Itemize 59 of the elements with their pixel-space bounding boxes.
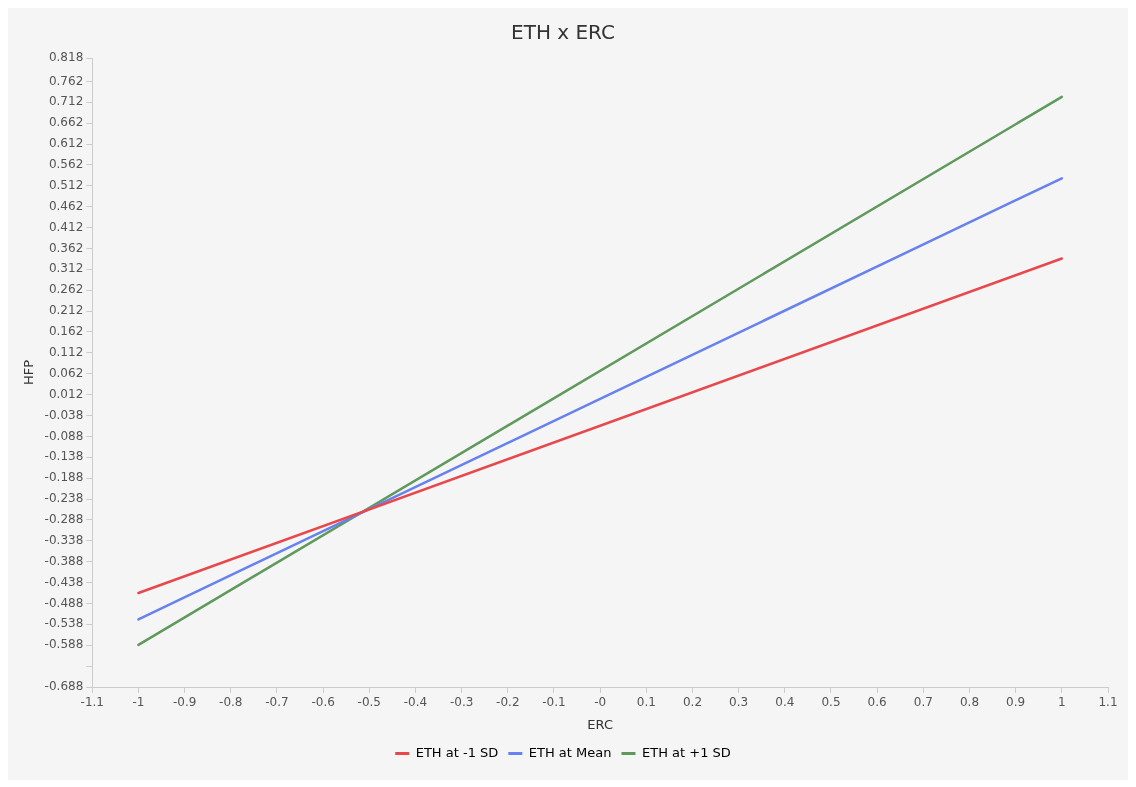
y-tick-label: -0.138 [44,449,84,464]
x-tick-label: 0.9 [1006,695,1026,710]
y-tick-label: -0.388 [44,553,84,568]
x-tick-label: 0.6 [867,695,887,710]
y-tick-label: -0.288 [44,512,84,527]
y-tick-label: -0.088 [44,428,84,443]
y-tick-label: 0.818 [48,50,84,65]
y-tick-label: 0.212 [48,303,84,318]
y-tick-label: 0.362 [48,240,84,255]
y-tick-label: -0.188 [44,470,84,485]
x-tick-label: -0.7 [265,695,289,710]
x-tick-label: -1.1 [80,695,104,710]
x-tick-label: 0.1 [636,695,656,710]
y-tick-label: 0.462 [48,198,84,213]
y-tick-label: -0.238 [44,491,84,506]
y-tick-label: 0.662 [48,115,84,130]
y-tick-label: -0.438 [44,574,84,589]
y-tick-label: 0.412 [48,219,84,234]
y-tick-label: 0.162 [48,324,84,339]
x-tick-label: -0.5 [357,695,382,710]
y-tick-label: -0.588 [44,637,84,652]
x-tick-label: 0.4 [775,695,795,710]
chart-title: ETH x ERC [511,20,615,45]
y-tick-label: 0.762 [48,73,84,88]
y-tick-label: -0.338 [44,532,84,547]
x-tick-label: -0.4 [403,695,428,710]
x-tick-label: -1 [132,695,145,710]
x-tick-label: -0 [594,695,607,710]
legend-label: ETH at +1 SD [641,744,731,760]
y-axis-title: HFP [21,359,37,386]
y-tick-label: 0.712 [48,94,84,109]
y-tick-label: 0.112 [48,344,84,359]
x-tick-label: 0.8 [959,695,980,710]
x-tick-label: -0.2 [496,695,520,710]
y-tick-label: 0.012 [48,386,84,401]
x-tick-label: 0.5 [821,695,841,710]
x-tick-label: -0.9 [172,695,197,710]
y-tick-label: 0.512 [48,177,84,192]
x-tick-label: 0.2 [682,695,703,710]
x-tick-label: 0.7 [913,695,933,710]
y-tick-label: -0.488 [44,595,84,610]
y-tick-label: 0.612 [48,136,84,151]
y-tick-label: -0.038 [44,407,84,422]
x-axis-title: ERC [587,716,613,732]
x-tick-label: 1 [1058,695,1066,710]
y-tick-label: 0.312 [48,261,84,276]
y-tick-label: 0.562 [48,157,84,172]
legend-label: ETH at -1 SD [415,744,499,760]
x-tick-label: -0.8 [219,695,243,710]
x-tick-label: -0.1 [542,695,566,710]
y-tick-label: 0.262 [48,282,84,297]
x-tick-label: 1.1 [1098,695,1118,710]
x-tick-label: -0.6 [311,695,335,710]
y-tick-label: 0.062 [48,365,84,380]
x-tick-label: 0.3 [729,695,749,710]
x-tick-label: -0.3 [449,695,474,710]
legend-label: ETH at Mean [528,744,612,760]
y-tick-label: -0.688 [44,679,84,694]
y-tick-label: -0.538 [44,616,84,631]
